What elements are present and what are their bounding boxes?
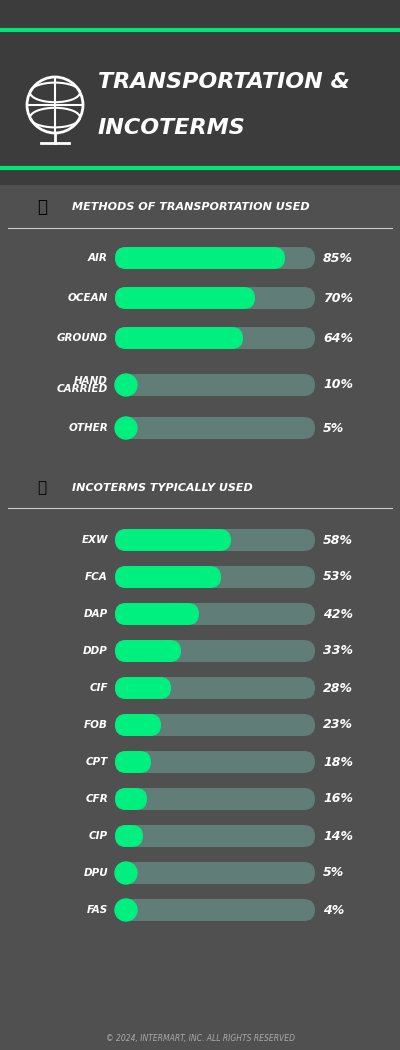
- Text: 70%: 70%: [323, 292, 353, 304]
- FancyBboxPatch shape: [115, 640, 181, 662]
- FancyBboxPatch shape: [115, 327, 315, 349]
- FancyBboxPatch shape: [115, 825, 315, 847]
- Text: 5%: 5%: [323, 866, 344, 880]
- Text: FCA: FCA: [85, 572, 108, 582]
- FancyBboxPatch shape: [115, 287, 255, 309]
- FancyBboxPatch shape: [115, 714, 315, 736]
- FancyBboxPatch shape: [115, 640, 315, 662]
- Text: 33%: 33%: [323, 645, 353, 657]
- Text: DAP: DAP: [84, 609, 108, 620]
- Text: 18%: 18%: [323, 756, 353, 769]
- Text: INCOTERMS TYPICALLY USED: INCOTERMS TYPICALLY USED: [72, 483, 253, 493]
- Text: © 2024, INTERMART, INC. ALL RIGHTS RESERVED: © 2024, INTERMART, INC. ALL RIGHTS RESER…: [106, 1033, 294, 1043]
- Text: 64%: 64%: [323, 332, 353, 344]
- Circle shape: [115, 374, 137, 396]
- Text: CIF: CIF: [89, 682, 108, 693]
- FancyBboxPatch shape: [115, 247, 315, 269]
- Text: 28%: 28%: [323, 681, 353, 694]
- Text: CPT: CPT: [86, 757, 108, 766]
- Text: 14%: 14%: [323, 830, 353, 842]
- Text: 📋: 📋: [38, 481, 46, 496]
- FancyBboxPatch shape: [115, 529, 315, 551]
- FancyBboxPatch shape: [115, 603, 315, 625]
- Text: 10%: 10%: [323, 378, 353, 392]
- Text: TRANSPORTATION &: TRANSPORTATION &: [98, 72, 350, 92]
- FancyBboxPatch shape: [115, 862, 315, 884]
- Text: AIR: AIR: [88, 253, 108, 262]
- FancyBboxPatch shape: [115, 417, 315, 439]
- Text: 4%: 4%: [323, 903, 344, 917]
- Text: 85%: 85%: [323, 252, 353, 265]
- Text: METHODS OF TRANSPORTATION USED: METHODS OF TRANSPORTATION USED: [72, 202, 310, 212]
- Text: CIP: CIP: [89, 831, 108, 841]
- FancyBboxPatch shape: [115, 788, 147, 810]
- FancyBboxPatch shape: [115, 899, 315, 921]
- Text: GROUND: GROUND: [57, 333, 108, 343]
- Text: 23%: 23%: [323, 718, 353, 732]
- FancyBboxPatch shape: [115, 374, 315, 396]
- Text: CFR: CFR: [85, 794, 108, 804]
- Circle shape: [115, 862, 137, 884]
- FancyBboxPatch shape: [115, 751, 315, 773]
- Text: 16%: 16%: [323, 793, 353, 805]
- Text: EXW: EXW: [81, 536, 108, 545]
- Text: 🚢: 🚢: [37, 198, 47, 216]
- Text: DPU: DPU: [83, 868, 108, 878]
- Text: DDP: DDP: [83, 646, 108, 656]
- FancyBboxPatch shape: [115, 287, 315, 309]
- Text: 58%: 58%: [323, 533, 353, 546]
- Text: HAND
CARRIED: HAND CARRIED: [57, 376, 108, 395]
- Text: FAS: FAS: [87, 905, 108, 915]
- Text: OTHER: OTHER: [68, 423, 108, 433]
- Text: FOB: FOB: [84, 720, 108, 730]
- Circle shape: [115, 899, 137, 921]
- Text: 5%: 5%: [323, 421, 344, 435]
- Text: 42%: 42%: [323, 608, 353, 621]
- FancyBboxPatch shape: [115, 714, 161, 736]
- FancyBboxPatch shape: [115, 751, 151, 773]
- FancyBboxPatch shape: [115, 327, 243, 349]
- FancyBboxPatch shape: [115, 825, 143, 847]
- Text: 53%: 53%: [323, 570, 353, 584]
- FancyBboxPatch shape: [115, 529, 231, 551]
- FancyBboxPatch shape: [115, 247, 285, 269]
- Circle shape: [115, 417, 137, 439]
- FancyBboxPatch shape: [115, 603, 199, 625]
- FancyBboxPatch shape: [115, 788, 315, 810]
- Text: OCEAN: OCEAN: [68, 293, 108, 303]
- FancyBboxPatch shape: [115, 677, 171, 699]
- FancyBboxPatch shape: [0, 0, 400, 185]
- Text: INCOTERMS: INCOTERMS: [98, 118, 246, 138]
- FancyBboxPatch shape: [115, 677, 315, 699]
- FancyBboxPatch shape: [115, 566, 221, 588]
- FancyBboxPatch shape: [115, 566, 315, 588]
